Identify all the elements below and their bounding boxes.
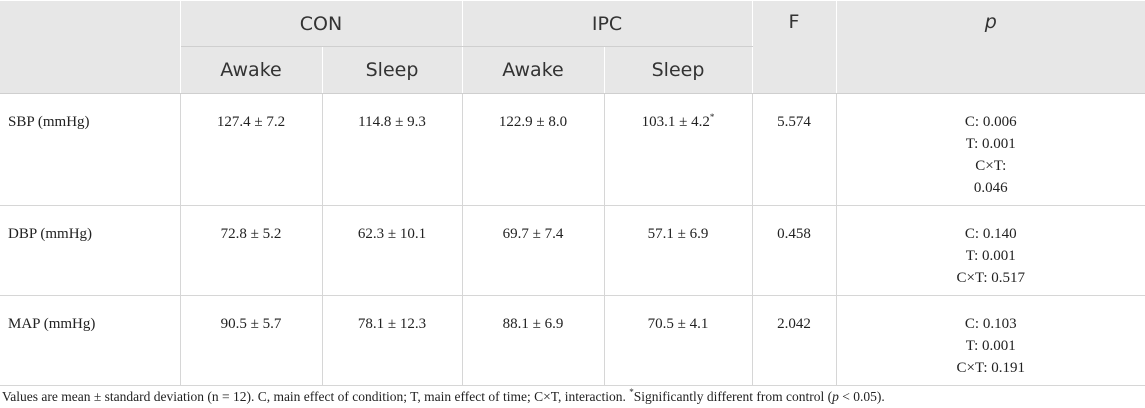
cell-value: 90.5 ± 5.7 xyxy=(220,316,282,332)
header-cell: Sleep xyxy=(603,46,753,94)
header-cell: IPC xyxy=(461,0,753,47)
table-row: MAP (mmHg) 90.5 ± 5.7 78.1 ± 12.3 88.1 ± 6.… xyxy=(0,295,1145,386)
header-cell: CON xyxy=(179,0,463,47)
footnote-mark: * xyxy=(629,387,634,397)
cell-value: 62.3 ± 10.1 xyxy=(357,226,427,242)
p-cell: C: 0.103 T: 0.001 C×T: 0.191 xyxy=(835,295,1145,386)
header-cell: Awake xyxy=(461,46,605,94)
f-value: 0.458 xyxy=(751,205,837,296)
p-line: C×T: 0.191 xyxy=(956,360,1026,376)
cell: 103.1 ± 4.2* xyxy=(603,93,753,206)
p-line: C: 0.103 xyxy=(964,316,1017,332)
row-label: SBP (mmHg) xyxy=(0,93,181,206)
p-line: 0.046 xyxy=(973,180,1008,196)
cell-value: 78.1 ± 12.3 xyxy=(357,316,427,332)
p-cell: C: 0.006 T: 0.001 C×T: 0.046 xyxy=(835,93,1145,206)
header-cell: Sleep xyxy=(321,46,463,94)
row-label: MAP (mmHg) xyxy=(0,295,181,386)
f-value: 2.042 xyxy=(751,295,837,386)
cell: 114.8 ± 9.3 xyxy=(321,93,463,206)
header-cell xyxy=(0,0,181,94)
p-line: C: 0.140 xyxy=(964,226,1017,242)
footnote-text: < 0.05). xyxy=(838,389,885,404)
footnote: Values are mean ± standard deviation (n … xyxy=(2,387,885,405)
cell: 57.1 ± 6.9 xyxy=(603,205,753,296)
p-line: C×T: 0.517 xyxy=(956,270,1026,286)
cell: 69.7 ± 7.4 xyxy=(461,205,605,296)
cell-value: 57.1 ± 6.9 xyxy=(647,226,709,242)
data-table: CON IPC F p Awake Sleep Awake Sleep SBP … xyxy=(0,0,1145,386)
row-label: DBP (mmHg) xyxy=(0,205,181,296)
header-cell: F xyxy=(751,0,837,94)
p-line: C×T: xyxy=(975,158,1007,174)
cell: 122.9 ± 8.0 xyxy=(461,93,605,206)
cell-value: 114.8 ± 9.3 xyxy=(358,114,426,130)
cell: 88.1 ± 6.9 xyxy=(461,295,605,386)
header-cell: p xyxy=(835,0,1145,94)
footnote-text: Values are mean ± standard deviation (n … xyxy=(2,389,630,404)
footnote-italic: p xyxy=(832,389,839,404)
significance-mark: * xyxy=(709,112,715,122)
p-line: T: 0.001 xyxy=(965,248,1016,264)
table-row: SBP (mmHg) 127.4 ± 7.2 114.8 ± 9.3 122.9 ± … xyxy=(0,93,1145,206)
p-line: C: 0.006 xyxy=(964,114,1017,130)
cell-value: 127.4 ± 7.2 xyxy=(216,114,286,130)
cell: 90.5 ± 5.7 xyxy=(179,295,323,386)
table-body: SBP (mmHg) 127.4 ± 7.2 114.8 ± 9.3 122.9 ± … xyxy=(0,93,1145,386)
cell-value: 103.1 ± 4.2 xyxy=(641,114,710,130)
cell-value: 69.7 ± 7.4 xyxy=(502,226,564,242)
p-line: T: 0.001 xyxy=(965,338,1016,354)
cell: 78.1 ± 12.3 xyxy=(321,295,463,386)
p-line: T: 0.001 xyxy=(965,136,1016,152)
cell-value: 122.9 ± 8.0 xyxy=(498,114,568,130)
cell-value: 70.5 ± 4.1 xyxy=(647,316,709,332)
cell-value: 72.8 ± 5.2 xyxy=(220,226,282,242)
cell: 127.4 ± 7.2 xyxy=(179,93,323,206)
footnote-text: Significantly different from control ( xyxy=(633,389,833,404)
header-cell: Awake xyxy=(180,46,323,94)
table-row: DBP (mmHg) 72.8 ± 5.2 62.3 ± 10.1 69.7 ± 7.… xyxy=(0,205,1145,296)
f-value: 5.574 xyxy=(751,93,837,206)
p-cell: C: 0.140 T: 0.001 C×T: 0.517 xyxy=(835,205,1145,296)
cell-value: 88.1 ± 6.9 xyxy=(502,316,564,332)
cell: 70.5 ± 4.1 xyxy=(603,295,753,386)
cell: 72.8 ± 5.2 xyxy=(179,205,323,296)
cell: 62.3 ± 10.1 xyxy=(321,205,463,296)
